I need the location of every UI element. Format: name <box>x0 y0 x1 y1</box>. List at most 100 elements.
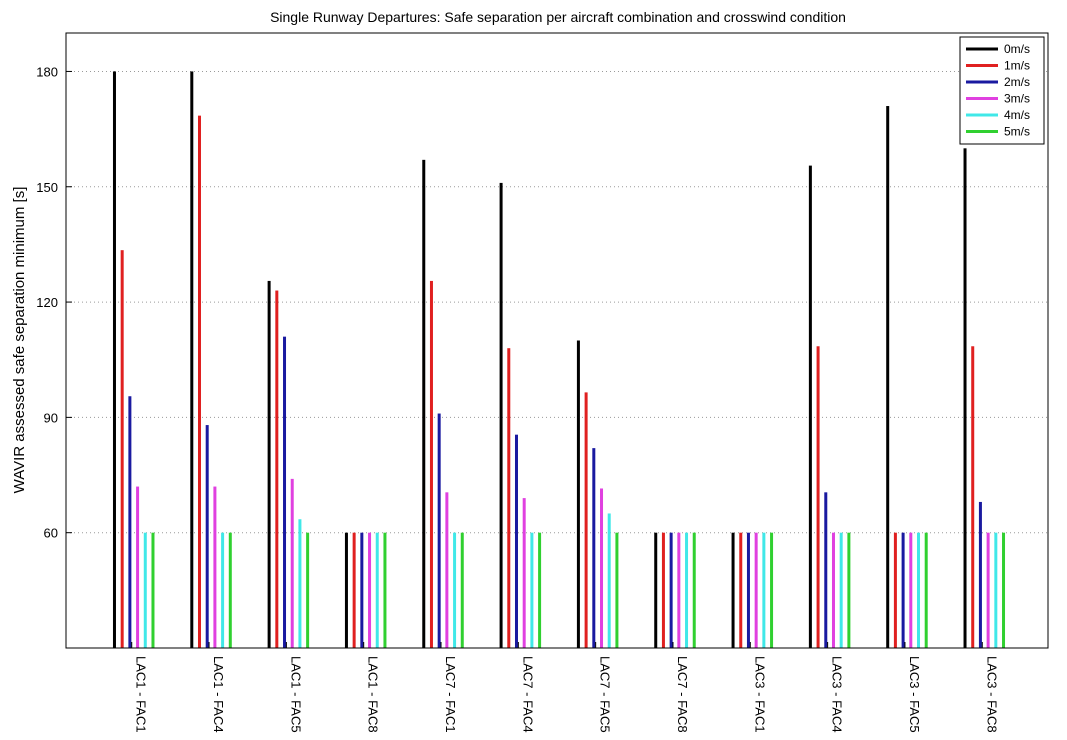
bar <box>538 532 542 648</box>
bar <box>360 532 364 648</box>
x-tick-label: LAC3 - FAC1 <box>752 656 767 733</box>
chart-title: Single Runway Departures: Safe separatio… <box>270 9 846 25</box>
legend-label: 2m/s <box>1004 75 1030 89</box>
bar <box>213 486 217 648</box>
bar <box>514 434 518 648</box>
bar <box>762 532 766 648</box>
x-tick-label: LAC7 - FAC5 <box>598 656 613 733</box>
grid-layer <box>66 70 1048 534</box>
bar <box>383 532 387 648</box>
bar <box>136 486 140 648</box>
bars-layer <box>112 71 1006 648</box>
bar <box>994 532 998 648</box>
bar <box>120 250 124 648</box>
bar <box>739 532 743 648</box>
bar <box>283 336 287 648</box>
bar <box>221 532 225 648</box>
bar <box>886 106 890 648</box>
bar <box>306 532 310 648</box>
bar <box>677 532 681 648</box>
bar <box>128 396 132 648</box>
bar <box>808 165 812 648</box>
bar <box>592 448 596 648</box>
x-tick-label: LAC7 - FAC8 <box>675 656 690 733</box>
bar <box>437 413 441 648</box>
legend-label: 1m/s <box>1004 59 1030 73</box>
x-tick-label: LAC3 - FAC5 <box>907 656 922 733</box>
bar <box>824 492 828 648</box>
legend-label: 5m/s <box>1004 125 1030 139</box>
x-tick-label: LAC7 - FAC1 <box>443 656 458 733</box>
bar <box>143 532 147 648</box>
bar <box>298 519 302 648</box>
bar <box>445 492 449 648</box>
y-axis-label: WAVIR assessed safe separation minimum [… <box>11 187 28 494</box>
bar <box>600 488 604 648</box>
y-tick-label: 90 <box>44 410 58 425</box>
bar <box>290 478 294 648</box>
bar <box>429 280 433 648</box>
bar <box>460 532 464 648</box>
legend-label: 4m/s <box>1004 108 1030 122</box>
bar <box>685 532 689 648</box>
x-tick-labels: LAC1 - FAC1 LAC1 - FAC4 LAC1 - FAC5 LAC1 - … <box>134 656 1000 733</box>
bar <box>453 532 457 648</box>
bar <box>692 532 696 648</box>
bar <box>190 71 194 648</box>
bar <box>770 532 774 648</box>
x-tick-label: LAC3 - FAC4 <box>830 656 845 733</box>
bar <box>893 532 897 648</box>
bar <box>986 532 990 648</box>
bar <box>522 498 526 648</box>
bar <box>831 532 835 648</box>
legend-label: 0m/s <box>1004 42 1030 56</box>
bar <box>924 532 928 648</box>
y-tick-label: 120 <box>36 295 58 310</box>
x-tick-label: LAC1 - FAC8 <box>366 656 381 733</box>
x-tick-label: LAC7 - FAC4 <box>520 656 535 733</box>
x-tick-label: LAC1 - FAC4 <box>211 656 226 733</box>
bar <box>978 501 982 648</box>
y-tick-label: 150 <box>36 180 58 195</box>
bar <box>151 532 155 648</box>
bar <box>1002 532 1006 648</box>
bar <box>607 513 611 648</box>
bar <box>344 532 348 648</box>
bar <box>847 532 851 648</box>
bar <box>368 532 372 648</box>
bar <box>839 532 843 648</box>
bar <box>530 532 534 648</box>
bar <box>909 532 913 648</box>
legend: 0m/s 1m/s 2m/s 3m/s 4m/s 5m/s <box>959 36 1045 145</box>
bar <box>816 346 820 648</box>
y-tick-label: 180 <box>36 64 58 79</box>
bar <box>669 532 673 648</box>
bar <box>917 532 921 648</box>
y-tick-label: 60 <box>44 526 58 541</box>
bar <box>205 425 209 648</box>
bar <box>963 148 967 648</box>
bar <box>901 532 905 648</box>
bar <box>197 115 201 648</box>
y-tick-labels: 60 90 120 150 180 <box>36 64 58 540</box>
bar <box>375 532 379 648</box>
x-tick-label: LAC1 - FAC1 <box>134 656 149 733</box>
bar <box>228 532 232 648</box>
legend-box <box>959 36 1045 145</box>
bar <box>971 346 975 648</box>
bar <box>584 392 588 648</box>
bar <box>352 532 356 648</box>
bar <box>654 532 658 648</box>
x-tick-label: LAC3 - FAC8 <box>984 656 999 733</box>
bar <box>499 182 503 648</box>
legend-label: 3m/s <box>1004 92 1030 106</box>
bar <box>112 71 116 648</box>
bar <box>615 532 619 648</box>
bar <box>275 290 279 648</box>
plot-frame <box>65 32 1049 649</box>
bar <box>422 159 426 648</box>
bar <box>507 348 511 648</box>
bar <box>576 340 580 648</box>
bar <box>661 532 665 648</box>
